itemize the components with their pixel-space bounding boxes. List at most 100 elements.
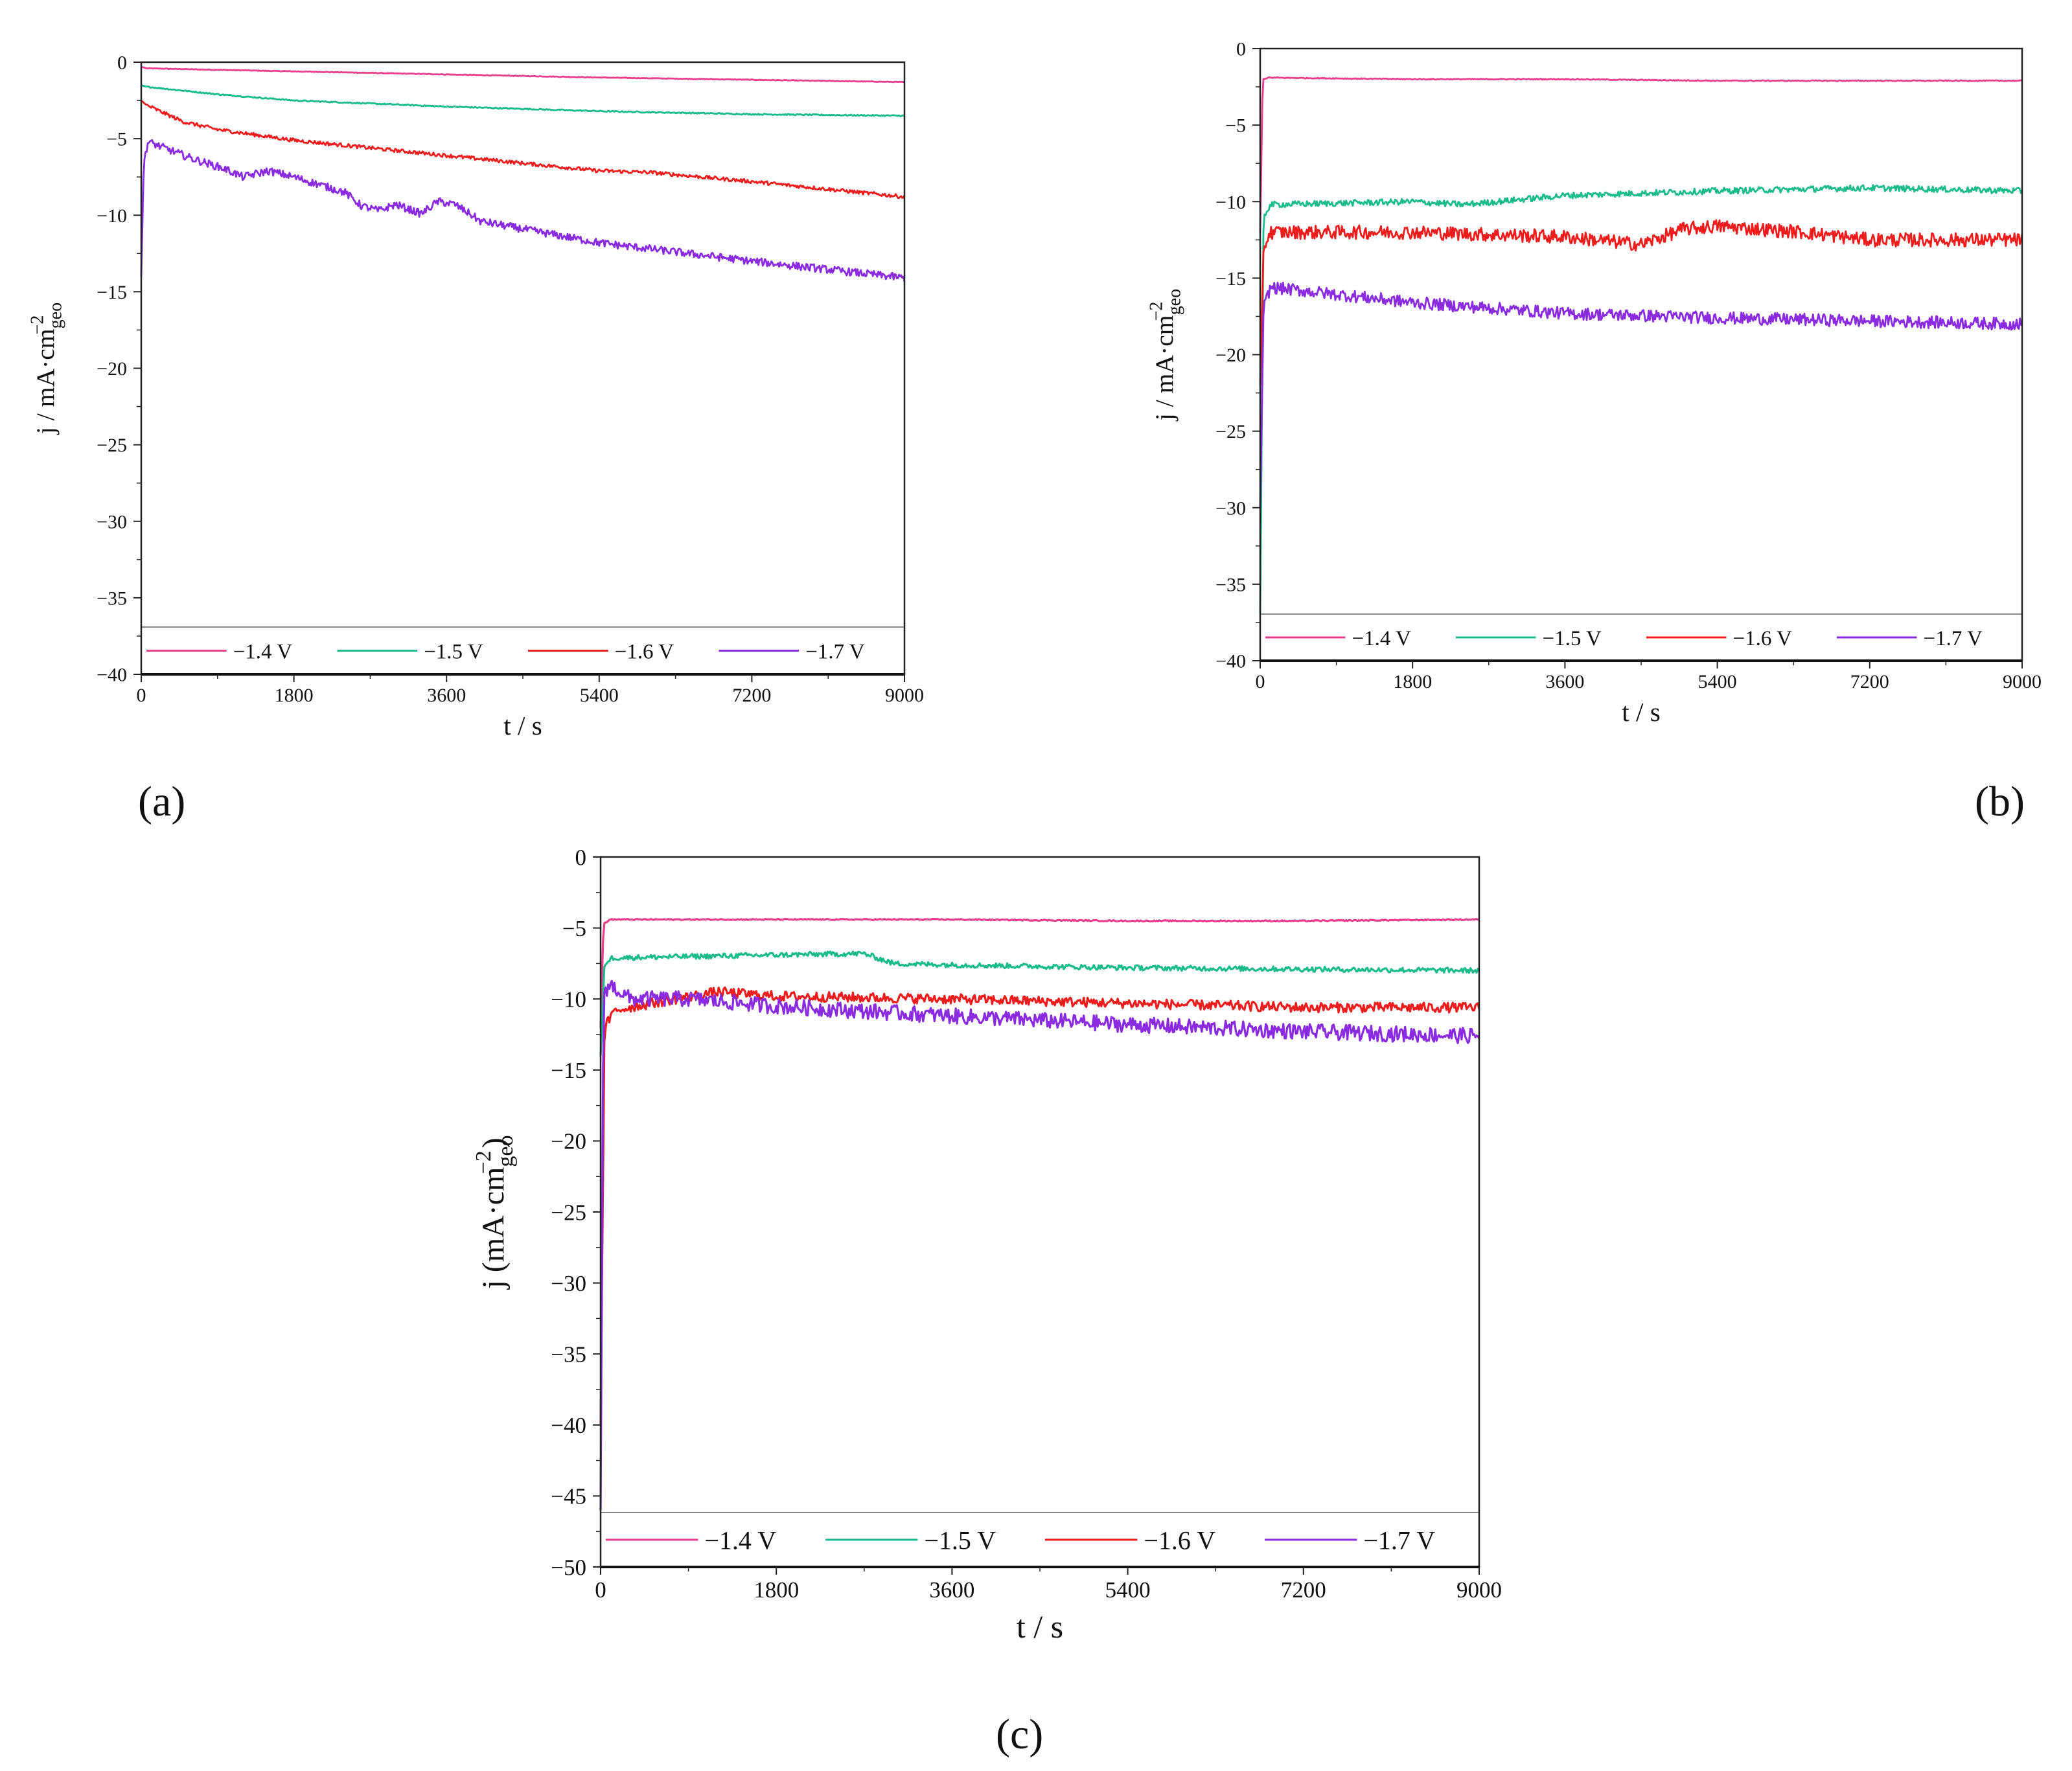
series-line-2 [141,84,905,117]
series-line-1 [1259,76,2023,233]
x-tick-label-2: 3600 [1545,671,1584,692]
y-tick-label-0: 0 [575,845,587,870]
y-tick-label-0: 0 [117,52,127,74]
y-axis-label-main: j / mA·cm [1150,315,1179,422]
y-tick-label-2: −10 [551,987,586,1012]
y-axis-label-sub: geo [494,1135,518,1167]
x-tick-label-5: 9000 [2003,671,2042,692]
y-tick-label-2: −10 [97,205,127,227]
legend-label-4: −1.7 V [1363,1525,1435,1555]
x-tick-label-2: 3600 [427,685,466,706]
y-axis-label-close: ) [476,1137,511,1148]
y-axis-label-sub: geo [46,303,66,329]
x-axis-label: t / s [1017,1608,1063,1645]
legend-label-2: −1.5 V [924,1525,996,1555]
panel-label-b: (b) [1975,778,2025,825]
x-tick-label-2: 3600 [929,1577,974,1603]
x-tick-label-1: 1800 [275,685,314,706]
y-tick-label-6: −30 [551,1271,586,1296]
series-line-1 [141,65,905,84]
y-tick-label-1: −5 [1225,115,1246,137]
x-axis-label: t / s [503,711,542,740]
series-line-4 [1259,281,2023,508]
legend: −1.4 V −1.5 V −1.6 V −1.7 V [601,1512,1479,1567]
chart-a: −1.4 V −1.5 V −1.6 V −1.7 V 0 1800 3600 5400 720… [28,52,925,741]
x-tick-label-1: 1800 [754,1577,799,1603]
legend-label-2: −1.5 V [424,640,483,663]
chart-c: −1.4 V −1.5 V −1.6 V −1.7 V 0 1800 3600 5400 720… [472,845,1502,1645]
y-axis-label: j / mA·cmgeo−2 [28,303,66,435]
x-tick-label-3: 5400 [1105,1577,1151,1603]
legend-label-2: −1.5 V [1542,627,1602,650]
y-tick-label-5: −25 [551,1200,586,1225]
y-tick-label-5: −25 [1215,421,1246,442]
x-tick-label-4: 7200 [1281,1577,1326,1603]
legend: −1.4 V −1.5 V −1.6 V −1.7 V [141,626,904,674]
x-tick-label-5: 9000 [1456,1577,1502,1603]
y-tick-label-0: 0 [1236,39,1246,60]
legend-label-3: −1.6 V [1144,1525,1215,1555]
y-tick-label-3: −15 [551,1058,586,1083]
legend-label-1: −1.4 V [704,1525,776,1555]
y-tick-label-7: −35 [551,1342,586,1367]
series-line-3 [599,986,1480,1425]
y-axis-label-main: j / mA·cm [31,328,60,435]
series-line-4 [599,979,1480,1511]
y-axis-label-sup: −2 [28,315,48,335]
y-axis-label: j (mA·cmgeo−2) [472,1135,518,1290]
series-line-2 [599,950,1480,1056]
panel-label-a: (a) [138,778,186,825]
y-axis-label-main: j (mA·cm [476,1167,511,1290]
y-tick-label-8: −40 [551,1413,586,1438]
x-tick-label-0: 0 [137,685,146,706]
series-line-3 [141,100,906,199]
y-tick-label-7: −35 [1215,574,1246,595]
y-tick-label-4: −20 [97,358,127,380]
x-axis-label: t / s [1622,697,1661,727]
y-tick-label-3: −15 [97,282,127,303]
y-tick-label-5: −25 [97,435,127,456]
y-tick-label-10: −50 [551,1555,586,1580]
x-tick-label-4: 7200 [1850,671,1889,692]
y-tick-label-3: −15 [1215,268,1246,290]
legend: −1.4 V −1.5 V −1.6 V −1.7 V [1260,613,2022,661]
legend-label-4: −1.7 V [1923,627,1983,650]
x-tick-label-3: 5400 [1698,671,1737,692]
y-tick-label-8: −40 [97,665,127,686]
y-tick-label-6: −30 [1215,497,1246,519]
y-tick-label-8: −40 [1215,651,1246,672]
series-line-3 [1259,219,2023,385]
x-tick-label-4: 7200 [732,685,771,706]
y-axis-label-sup: −2 [472,1150,496,1174]
plot-frame [140,61,906,676]
y-tick-label-1: −5 [106,129,127,150]
y-axis-label-sup: −2 [1147,302,1167,321]
x-tick-label-1: 1800 [1393,671,1432,692]
legend-label-3: −1.6 V [615,640,674,663]
y-tick-label-4: −20 [551,1129,586,1154]
series-line-4 [140,139,906,282]
x-tick-label-0: 0 [1256,671,1265,692]
y-tick-label-1: −5 [562,916,586,941]
legend-label-4: −1.7 V [805,640,865,663]
plot-frame [599,856,1480,1568]
y-axis-label-sub: geo [1165,289,1185,315]
y-tick-label-9: −45 [551,1484,586,1509]
panel-label-c: (c) [996,1711,1044,1758]
y-tick-label-6: −30 [97,511,127,532]
x-tick-label-0: 0 [595,1577,606,1603]
y-tick-label-7: −35 [97,588,127,609]
series-line-2 [1259,184,2023,615]
legend-label-1: −1.4 V [1352,627,1411,650]
y-tick-label-2: −10 [1215,192,1246,213]
series-line-1 [599,918,1480,1028]
y-tick-label-4: −20 [1215,345,1246,366]
x-tick-label-5: 9000 [885,685,924,706]
chart-b: −1.4 V −1.5 V −1.6 V −1.7 V 0 1800 3600 5400 720… [1147,39,2042,727]
x-tick-label-3: 5400 [580,685,619,706]
legend-label-1: −1.4 V [233,640,293,663]
legend-label-3: −1.6 V [1732,627,1792,650]
plot-frame [1259,47,2023,662]
